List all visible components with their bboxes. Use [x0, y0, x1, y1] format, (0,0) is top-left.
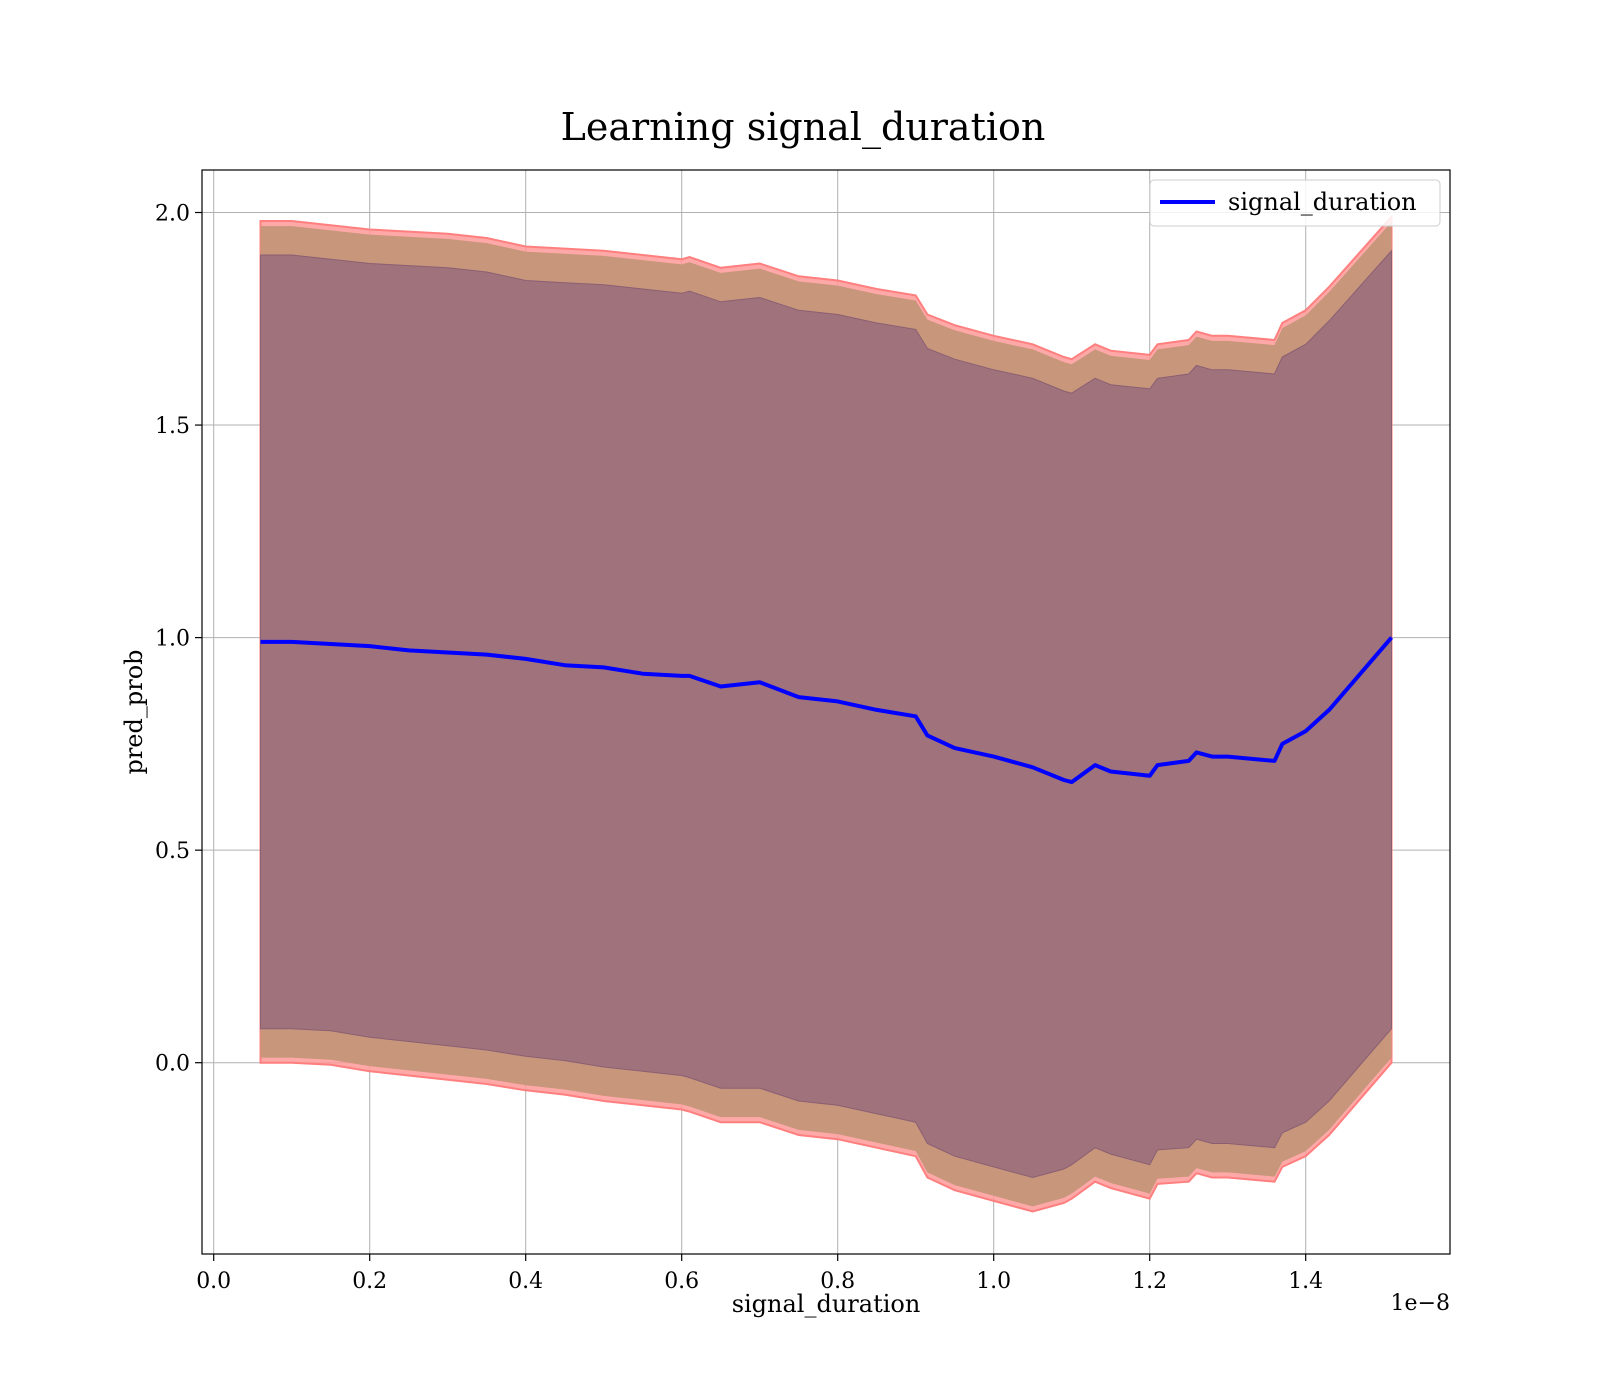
y-axis: 0.0 0.5 1.0 1.5 2.0	[155, 202, 202, 1077]
x-axis: 0.0 0.2 0.4 0.6 0.8 1.0 1.2 1.4	[196, 1254, 1323, 1294]
confidence-bands	[259, 214, 1393, 1213]
x-tick-label: 1.4	[1288, 1269, 1323, 1294]
y-axis-label: pred_prob	[120, 649, 148, 774]
x-axis-label: signal_duration	[732, 1290, 921, 1318]
chart-title: Learning signal_duration	[561, 105, 1046, 150]
x-offset-label: 1e−8	[1391, 1291, 1450, 1316]
y-tick-label: 0.5	[155, 839, 190, 864]
x-tick-label: 0.6	[664, 1269, 699, 1294]
legend: signal_duration	[1149, 179, 1441, 227]
x-tick-label: 0.8	[820, 1269, 855, 1294]
y-tick-label: 1.5	[155, 414, 190, 439]
x-tick-label: 0.4	[508, 1269, 543, 1294]
x-tick-label: 0.0	[196, 1269, 231, 1294]
legend-label: signal_duration	[1228, 188, 1417, 216]
series-lines	[260, 636, 1394, 785]
series-line-signal-duration	[260, 636, 1394, 785]
y-tick-label: 0.0	[155, 1052, 190, 1077]
x-tick-label: 1.2	[1132, 1269, 1167, 1294]
legend-box	[1149, 179, 1441, 227]
x-tick-label: 0.2	[352, 1269, 387, 1294]
plot-frame	[201, 169, 1451, 1255]
x-tick-label: 1.0	[976, 1269, 1011, 1294]
inner-confidence-band	[260, 249, 1392, 1179]
y-tick-label: 2.0	[155, 202, 190, 227]
y-tick-label: 1.0	[155, 627, 190, 652]
